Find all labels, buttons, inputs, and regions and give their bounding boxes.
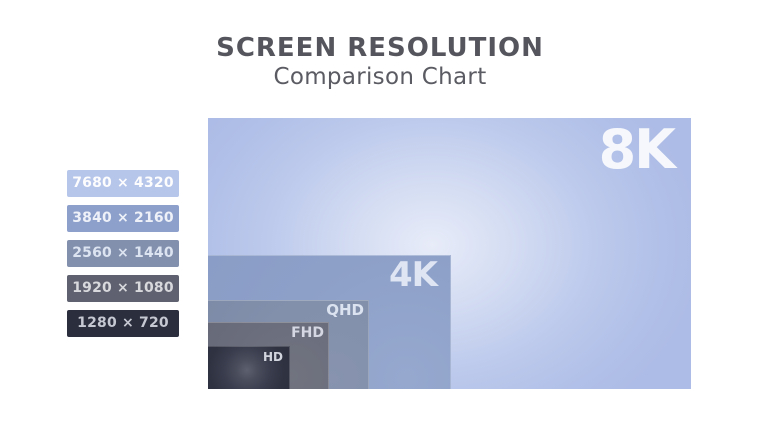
resolution-rect-fhd-label: FHD — [291, 325, 324, 341]
page-title: SCREEN RESOLUTION — [216, 33, 544, 63]
legend-badge-qhd: 2560 × 1440 — [67, 240, 179, 267]
resolution-rect-hd: HD — [208, 346, 290, 389]
page-subtitle: Comparison Chart — [273, 64, 487, 90]
legend-badge-8k: 7680 × 4320 — [67, 170, 179, 197]
comparison-plot-area: 8K 4K QHD FHD HD — [208, 118, 691, 389]
resolution-rect-4k-label: 4K — [388, 255, 438, 295]
legend-badge-hd: 1280 × 720 — [67, 310, 179, 337]
legend-badge-4k: 3840 × 2160 — [67, 205, 179, 232]
resolution-rect-8k-label: 8K — [598, 118, 676, 181]
resolution-rect-qhd-label: QHD — [326, 301, 364, 319]
resolution-rect-hd-label: HD — [262, 350, 283, 364]
resolution-legend: 7680 × 4320 3840 × 2160 2560 × 1440 1920… — [67, 170, 179, 337]
legend-badge-fhd: 1920 × 1080 — [67, 275, 179, 302]
